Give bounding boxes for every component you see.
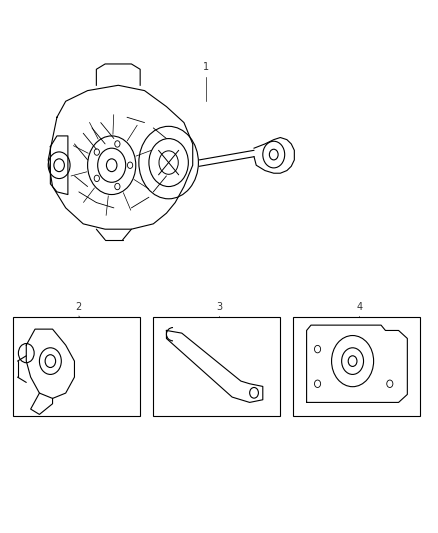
Bar [293, 317, 420, 416]
Bar [153, 317, 280, 416]
Text: 3: 3 [216, 302, 222, 312]
Text: 1: 1 [203, 62, 209, 72]
Text: 4: 4 [356, 302, 362, 312]
Bar [13, 317, 140, 416]
Text: 2: 2 [76, 302, 82, 312]
